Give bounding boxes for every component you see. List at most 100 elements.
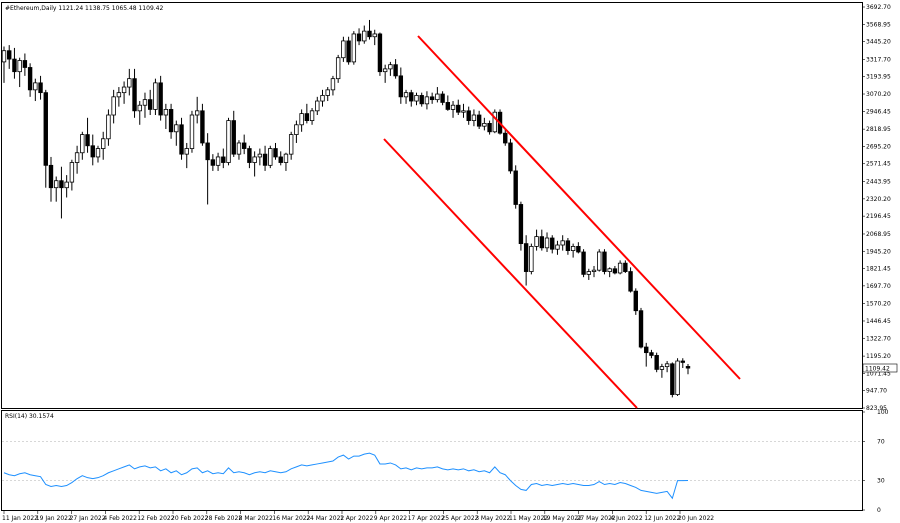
rsi-panel-frame [1,410,863,511]
candle-body [576,246,581,253]
price-tick-label: 1945.20 [866,248,891,255]
candle-body [153,82,158,110]
time-tick-label: 17 Apr 2022 [408,515,445,522]
candle-body [664,363,670,368]
candle-body [273,148,278,158]
candle-body [189,114,195,149]
candle-body [456,104,461,113]
price-tick-label: 2571.45 [866,161,891,168]
candle-body [330,78,336,91]
candle-body [372,33,377,38]
time-tick-label: 12 Jun 2022 [644,515,680,522]
candle-body [283,153,289,163]
candle-body [101,138,106,149]
candle-body [158,82,163,116]
candle-body [257,153,263,158]
candle-body [236,142,242,155]
rsi-tick-label: 30 [877,478,885,485]
candle-body [80,134,85,154]
candle-body [168,109,174,133]
time-tick-label: 11 May 2022 [509,515,548,522]
time-tick-label: 4 Jun 2022 [610,515,642,522]
candle-body [356,33,362,42]
candle-body [27,67,33,91]
candle-body [38,82,43,94]
trend-channel [383,35,741,409]
candle-body [539,236,545,249]
price-tick-label: 1071.45 [866,370,891,377]
candle-body [393,64,398,77]
candle-body [247,148,252,163]
candle-body [74,152,80,163]
candle-body [550,237,555,250]
candle-body [315,100,320,112]
candle-body [1,50,7,63]
candle-body [132,78,137,112]
candle-body [194,110,200,116]
time-tick-label: 24 Mar 2022 [306,515,344,522]
time-tick-label: 25 Apr 2022 [441,515,478,522]
rsi-title: RSI(14) 30.1574 [5,413,54,420]
price-tick-label: 823.95 [866,405,887,412]
price-tick-label: 2818.95 [866,126,891,133]
candle-body [529,246,534,272]
candle-body [461,110,466,113]
candle-body [398,75,404,98]
candle-body [492,111,498,133]
time-tick-label: 12 Feb 2022 [137,515,175,522]
candle-body [325,89,330,96]
candle-body [685,366,691,369]
price-tick-label: 2320.20 [866,196,891,203]
rsi-line [3,452,689,500]
candle-body [106,114,111,140]
candle-body [174,124,179,133]
candle-body [64,181,69,189]
candle-body [424,96,430,105]
candle-body [633,290,638,312]
candles [1,19,691,398]
candle-body [299,113,304,126]
candle-body [476,114,482,127]
last-price-box [862,363,898,373]
price-tick-label: 3070.20 [866,91,891,98]
candle-body [137,104,142,112]
candle-body [48,164,54,189]
candle-body [544,237,550,249]
candle-body [513,170,518,205]
candle-body [649,352,654,356]
candle-body [623,262,628,272]
channel-upper-line [417,35,741,380]
candle-body [403,92,409,98]
candle-body [346,40,351,63]
time-tick-label: 9 Apr 2022 [374,515,407,522]
candle-body [12,58,17,73]
candle-body [111,96,116,116]
candle-body [607,268,612,272]
candle-body [252,156,257,163]
candle-body [147,99,153,110]
candle-body [409,92,414,102]
candle-body [221,156,226,163]
candle-body [560,240,565,246]
candle-body [43,92,48,166]
candle-body [231,120,236,155]
candle-body [351,33,357,63]
time-tick-label: 8 Mar 2022 [239,515,273,522]
candle-body [445,102,451,110]
price-tick-label: 1821.45 [866,266,891,273]
price-tick-label: 3568.95 [866,21,891,28]
time-tick-label: 1 Apr 2022 [340,515,373,522]
candle-body [116,92,122,98]
candle-body [482,122,487,127]
candle-body [419,95,424,105]
candle-body [22,60,28,68]
price-tick-label: 1195.20 [866,353,891,360]
last-price-marker: 1109.42 [862,363,898,373]
candle-body [429,96,435,101]
candle-body [388,64,393,70]
price-tick-label: 947.70 [866,388,887,395]
price-tick-label: 2443.95 [866,179,891,186]
candle-body [184,148,189,155]
candle-body [435,93,440,101]
